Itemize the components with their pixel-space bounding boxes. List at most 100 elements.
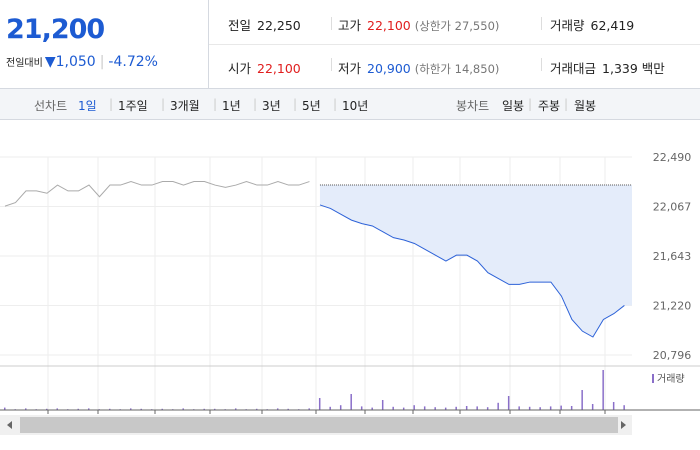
volume-bar	[140, 408, 142, 410]
tab-sep: |	[161, 97, 166, 111]
volume-bar	[392, 406, 394, 410]
down-icon: ▼	[44, 54, 56, 70]
volume-bar	[161, 408, 163, 410]
volume-bar	[444, 407, 447, 410]
volume-bar	[287, 408, 289, 410]
volume-bar	[234, 408, 237, 410]
stat-label: 거래대금	[550, 61, 597, 76]
volume-bar	[455, 406, 457, 410]
tab-item[interactable]: 일봉	[502, 99, 525, 113]
tab-sep: |	[213, 97, 218, 111]
tab-item[interactable]: 1년	[222, 99, 241, 113]
scroll-left[interactable]	[7, 421, 12, 429]
volume-bar	[560, 405, 562, 410]
volume-bar	[549, 406, 552, 410]
volume-bar	[87, 408, 90, 410]
stat-value: 1,339 백만	[602, 61, 665, 76]
price: 21,200	[6, 14, 105, 45]
stat: 고가 22,100 (상한가 27,550)	[338, 15, 499, 34]
volume-bar	[182, 408, 184, 410]
volume-bar	[129, 408, 132, 410]
stat: 전일 22,250	[228, 15, 301, 34]
y-tick-label: 21,643	[653, 250, 692, 263]
volume-bar	[108, 408, 111, 410]
tab-item[interactable]: 1일	[78, 99, 97, 113]
stat-label: 시가	[228, 61, 252, 76]
series-line	[4, 181, 310, 207]
tab-sep: |	[564, 97, 569, 111]
volume-bar	[360, 406, 363, 410]
chart: 22,490 22,067 21,643 21,220 20,796 거래량	[0, 120, 700, 450]
tab-item[interactable]: 월봉	[574, 99, 597, 113]
tab-item[interactable]: 주봉	[538, 99, 561, 113]
volume-bar	[476, 406, 478, 410]
divider	[331, 17, 332, 30]
tab-group-label: 봉차트	[456, 99, 490, 113]
change: 전일대비 ▼1,050 | -4.72%	[6, 54, 158, 70]
tab-sep: |	[528, 97, 533, 111]
volume-bar	[602, 370, 604, 410]
y-tick-label: 22,067	[653, 200, 692, 213]
y-tick-label: 21,220	[653, 299, 692, 312]
volume-bar	[255, 408, 258, 410]
volume-bar	[24, 408, 27, 410]
volume-bar	[623, 405, 625, 410]
sep: |	[99, 54, 105, 70]
volume-bar	[4, 407, 6, 410]
stat-value: 62,419	[590, 18, 635, 33]
scroll-right[interactable]	[621, 421, 626, 429]
scroll-thumb[interactable]	[20, 417, 618, 433]
row-divider	[209, 44, 700, 45]
volume-bar	[329, 406, 331, 410]
tab-sep: |	[333, 97, 338, 111]
volume-bar	[423, 406, 426, 410]
volume-bar	[528, 406, 531, 410]
stat: 저가 20,900 (하한가 14,850)	[338, 58, 499, 77]
stat-label: 전일	[228, 18, 252, 33]
tab-group-label: 선차트	[34, 99, 68, 113]
tab-item[interactable]: 1주일	[118, 99, 148, 113]
divider	[541, 58, 542, 71]
volume-bar	[276, 408, 279, 410]
legend-label: 거래량	[657, 373, 685, 385]
tab-sep: |	[253, 97, 258, 111]
stat: 거래대금 1,339 백만	[550, 58, 665, 77]
volume-bar	[413, 405, 415, 410]
volume-bar	[203, 408, 205, 410]
stat-value: 20,900	[367, 61, 411, 76]
stat: 시가 22,100	[228, 58, 301, 77]
volume-bar	[77, 408, 79, 410]
legend-swatch	[652, 374, 654, 383]
stat-value: 22,100	[367, 18, 411, 33]
tab-item[interactable]: 10년	[342, 99, 369, 113]
volume-bar	[339, 405, 342, 410]
volume-bar	[518, 406, 520, 410]
stat-note: (상한가 27,550)	[414, 19, 500, 33]
volume-bar	[402, 407, 405, 410]
stat-value: 22,100	[257, 61, 301, 76]
tab-sep: |	[109, 97, 114, 111]
tab-bar: 선차트 1일 | 1주일 | 3개월 | 1년 | 3년 | 5년 | 10년 봉차트 일봉 주봉 | 월봉 |	[0, 89, 700, 120]
divider	[541, 17, 542, 30]
change-value: 1,050	[55, 54, 96, 70]
change-pct: -4.72%	[108, 54, 158, 70]
series-line	[319, 204, 625, 338]
volume-bar	[612, 402, 615, 410]
stat-value: 22,250	[257, 18, 301, 33]
stat-note: (하한가 14,850)	[414, 62, 500, 76]
stat-label: 저가	[338, 61, 362, 76]
volume-bar	[308, 408, 310, 410]
volume-bar	[318, 398, 321, 410]
stat-label: 거래량	[550, 18, 585, 33]
volume-bar	[381, 400, 384, 410]
volume-bar	[434, 407, 436, 410]
tab-sep: |	[293, 97, 298, 111]
tab-item[interactable]: 3년	[262, 99, 281, 113]
tab-item[interactable]: 5년	[302, 99, 321, 113]
volume-bar	[465, 406, 468, 410]
volume-bar	[591, 404, 594, 410]
volume-bar	[581, 390, 583, 410]
volume-bar	[497, 402, 499, 410]
tab-item[interactable]: 3개월	[170, 99, 200, 113]
